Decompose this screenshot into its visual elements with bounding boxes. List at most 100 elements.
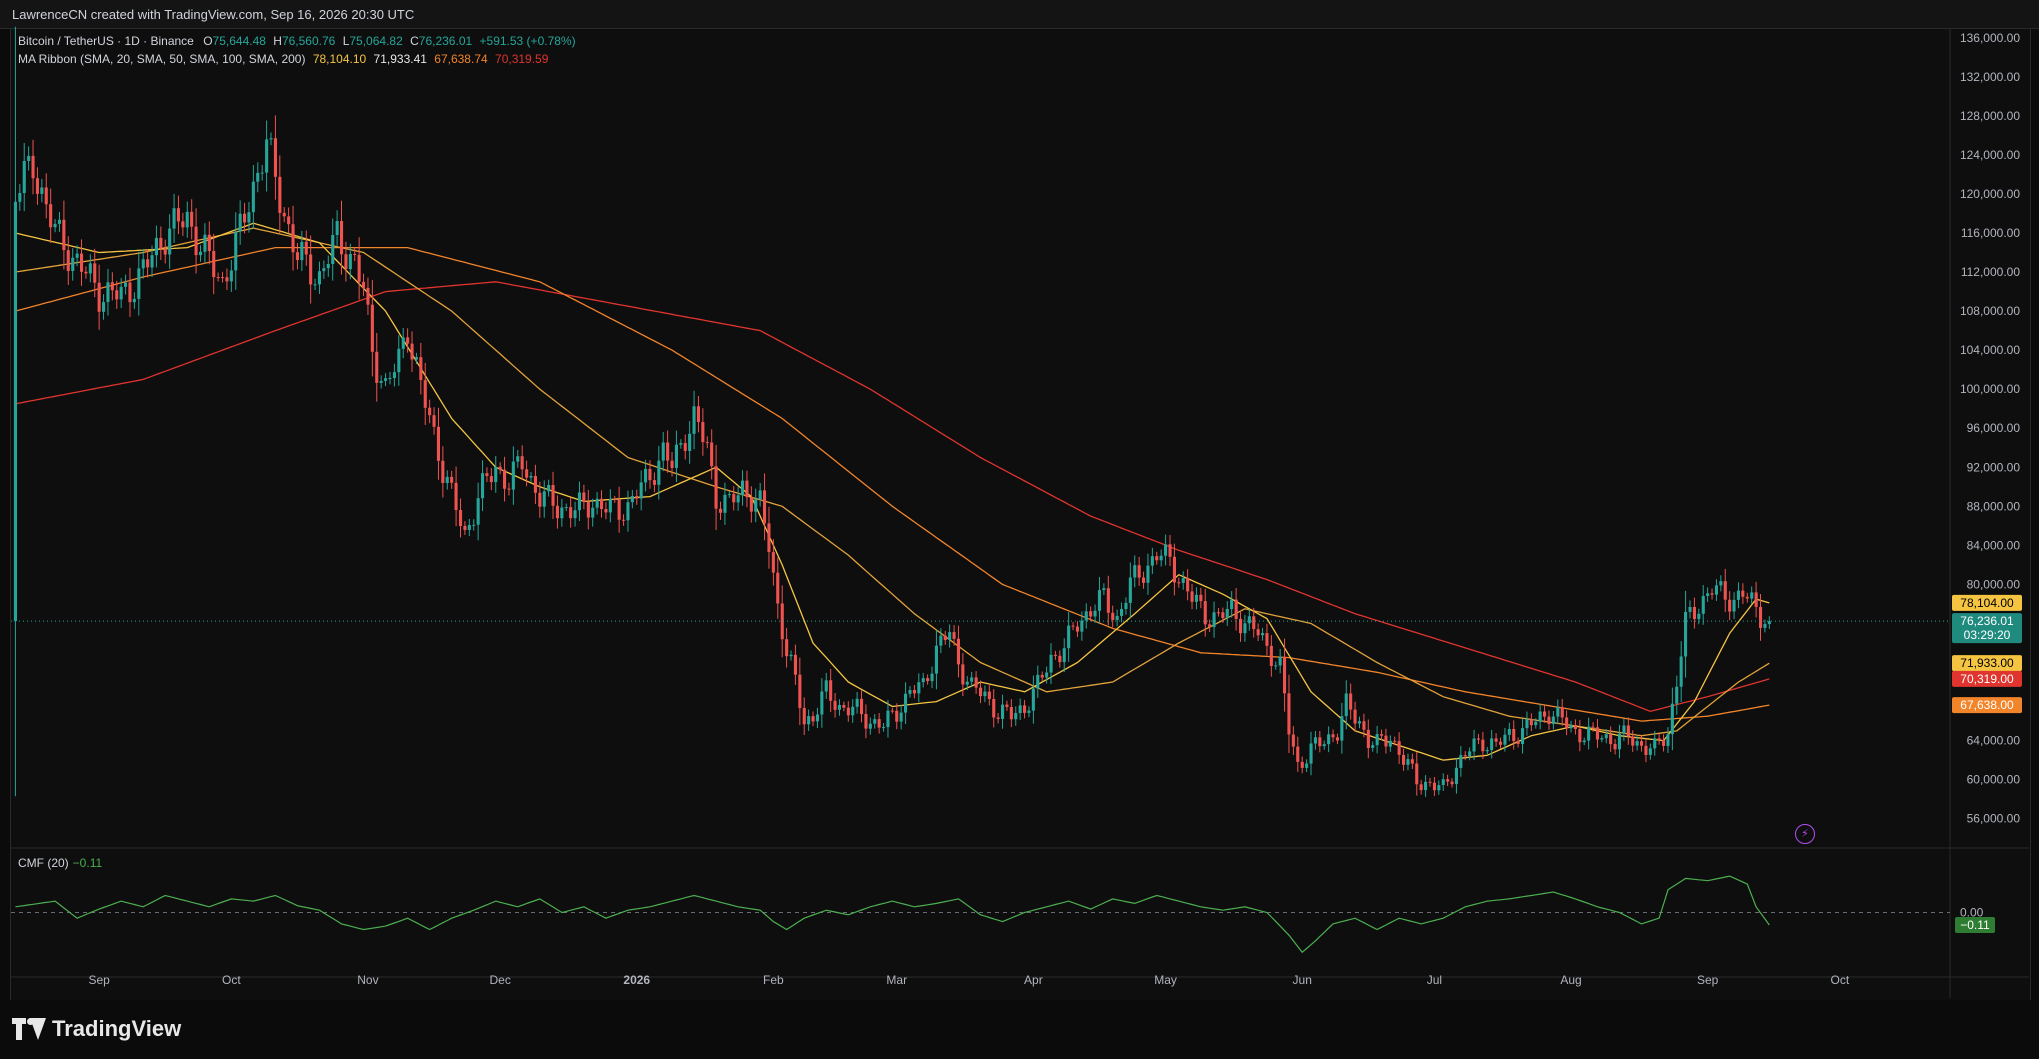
candle-body xyxy=(560,507,564,519)
cmf-zero-label: 0.00 xyxy=(1960,906,1984,920)
candle-body xyxy=(44,187,48,205)
candle-body xyxy=(362,281,366,288)
candle-body xyxy=(216,277,220,279)
candle-body xyxy=(1199,594,1203,602)
candle-body xyxy=(1728,599,1732,612)
candle-body xyxy=(467,525,471,530)
candle-body xyxy=(1120,609,1124,616)
candle-body xyxy=(987,691,991,699)
y-axis-tick-label: 56,000.00 xyxy=(1967,812,2021,826)
candle-body xyxy=(172,208,176,229)
candle-body xyxy=(926,678,930,682)
candle-body xyxy=(18,193,22,202)
candle-body xyxy=(212,251,216,278)
candle-body xyxy=(1159,555,1163,561)
candle-body xyxy=(1617,733,1621,750)
candle-body xyxy=(1432,782,1436,791)
candle-body xyxy=(1062,648,1066,663)
candle-body xyxy=(269,138,273,140)
y-axis-tick-label: 108,000.00 xyxy=(1960,304,2020,318)
candle-body xyxy=(181,221,185,228)
symbol-title: Bitcoin / TetherUS · 1D · Binance xyxy=(18,34,194,48)
candle-body xyxy=(234,231,238,271)
symbol-legend[interactable]: Bitcoin / TetherUS · 1D · Binance O75,64… xyxy=(18,34,576,48)
candle-body xyxy=(124,282,128,287)
candle-body xyxy=(1494,738,1498,742)
tradingview-logo[interactable]: TradingView xyxy=(12,1016,181,1042)
cmf-legend[interactable]: CMF (20) −0.11 xyxy=(18,856,102,870)
candle-body xyxy=(353,253,357,255)
candle-body xyxy=(1239,618,1243,634)
candle-body xyxy=(229,270,233,282)
candle-body xyxy=(533,476,537,493)
badge-ma20-bg xyxy=(1952,594,2022,611)
candle-body xyxy=(882,727,886,729)
ma100-line xyxy=(15,246,1770,722)
price-change: +591.53 (+0.78%) xyxy=(479,34,576,48)
candle-body xyxy=(1635,741,1639,746)
y-axis-tick-label: 88,000.00 xyxy=(1967,499,2021,513)
candle-body xyxy=(476,498,480,525)
x-axis-tick-label: Apr xyxy=(1024,973,1043,987)
candle-body xyxy=(406,337,410,344)
ma-ribbon-legend[interactable]: MA Ribbon (SMA, 20, SMA, 50, SMA, 100, S… xyxy=(18,52,548,66)
candle-body xyxy=(450,476,454,483)
candle-body xyxy=(1230,599,1234,609)
y-axis-tick-label: 60,000.00 xyxy=(1967,773,2021,787)
candle-body xyxy=(1322,744,1326,747)
candle-body xyxy=(692,406,696,434)
candle-body xyxy=(996,717,1000,719)
footer xyxy=(0,1000,2039,1059)
candle-body xyxy=(873,719,877,724)
candle-body xyxy=(569,507,573,519)
candle-body xyxy=(57,219,61,224)
y-axis-tick-label: 116,000.00 xyxy=(1961,226,2020,240)
candle-body xyxy=(265,139,269,173)
candle-body xyxy=(207,234,211,251)
ma20-value: 78,104.10 xyxy=(312,52,367,66)
price-chart-svg[interactable]: 136,000.00 132,000.00 128,000.00 124,000.00… xyxy=(0,0,2039,1000)
candle-body xyxy=(1009,707,1013,720)
candle-body xyxy=(626,502,630,521)
candle-body xyxy=(1578,729,1582,743)
candle-body xyxy=(384,378,388,381)
candle-body xyxy=(84,271,88,274)
candle-body xyxy=(238,213,242,232)
candle-body xyxy=(622,519,626,521)
candle-body xyxy=(529,476,533,478)
candle-body xyxy=(948,632,952,640)
candle-body xyxy=(1216,612,1220,614)
candle-body xyxy=(1045,672,1049,678)
badge-ma200: 70,319.00 xyxy=(1960,672,2014,686)
candle-body xyxy=(503,469,507,489)
lightning-icon[interactable]: ⚡ xyxy=(1795,824,1815,844)
candle-body xyxy=(952,632,956,639)
candle-body xyxy=(80,253,84,272)
ohlc-high-label: H xyxy=(273,34,282,48)
candle-body xyxy=(150,255,154,268)
candle-body xyxy=(1005,704,1009,707)
candle-body xyxy=(1754,592,1758,607)
candle-body xyxy=(1212,612,1216,628)
candle-body xyxy=(75,253,79,258)
chart-frame[interactable] xyxy=(10,28,2031,1001)
candle-body xyxy=(1335,737,1339,741)
ohlc-open-value: 75,644.48 xyxy=(212,34,266,48)
candle-body xyxy=(1093,610,1097,617)
candle-body xyxy=(1331,734,1335,738)
candle-body xyxy=(185,211,189,228)
candle-body xyxy=(780,603,784,640)
candle-body xyxy=(300,241,304,261)
candle-body xyxy=(1529,719,1533,726)
candle-body xyxy=(727,494,731,496)
candle-body xyxy=(22,161,26,193)
candle-body xyxy=(1600,738,1604,740)
ohlc-low-value: 75,064.82 xyxy=(349,34,403,48)
candle-body xyxy=(49,204,53,228)
candle-body xyxy=(1490,738,1494,750)
y-axis-tick-label: 128,000.00 xyxy=(1960,109,2020,123)
candle-body xyxy=(657,460,661,485)
candle-body xyxy=(1349,693,1353,710)
candle-body xyxy=(1225,609,1229,619)
candle-body xyxy=(1181,578,1185,583)
